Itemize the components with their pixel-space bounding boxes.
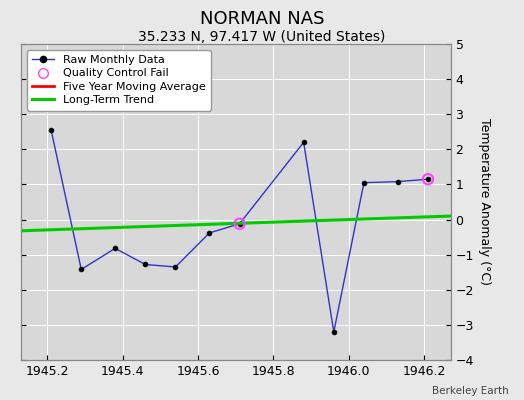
Point xyxy=(235,220,244,227)
Text: 35.233 N, 97.417 W (United States): 35.233 N, 97.417 W (United States) xyxy=(138,30,386,44)
Y-axis label: Temperature Anomaly (°C): Temperature Anomaly (°C) xyxy=(477,118,490,286)
Point xyxy=(424,176,432,182)
Text: Berkeley Earth: Berkeley Earth xyxy=(432,386,508,396)
Legend: Raw Monthly Data, Quality Control Fail, Five Year Moving Average, Long-Term Tren: Raw Monthly Data, Quality Control Fail, … xyxy=(27,50,212,111)
Text: NORMAN NAS: NORMAN NAS xyxy=(200,10,324,28)
